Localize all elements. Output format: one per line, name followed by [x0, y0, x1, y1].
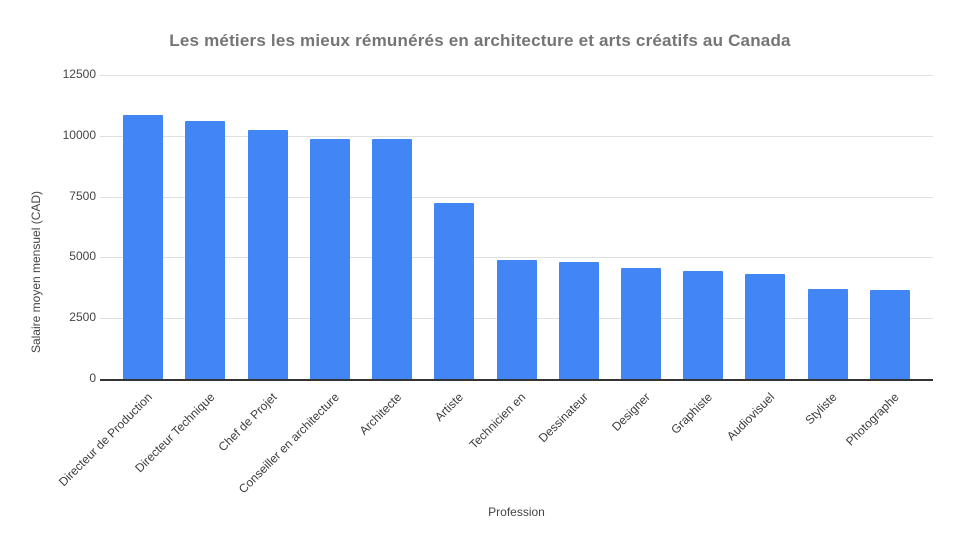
bar [558, 262, 599, 379]
x-axis-tick-label: Technicien en [466, 390, 529, 452]
x-axis-tick-label: Graphiste [668, 390, 716, 437]
bar [807, 289, 848, 379]
gridline [100, 257, 933, 259]
bar [869, 290, 910, 379]
y-axis-title: Salaire moyen mensuel (CAD) [29, 190, 43, 354]
x-axis-tick-label: Audiovisuel [724, 390, 778, 444]
chart-title: Les métiers les mieux rémunérés en archi… [169, 31, 791, 50]
bar [745, 274, 786, 379]
y-axis-tick-label: 2500 [69, 310, 96, 325]
bar [620, 268, 661, 379]
x-axis-tick-label: Styliste [802, 390, 840, 428]
y-axis-tick-label: 12500 [62, 67, 96, 81]
bar [496, 259, 537, 379]
x-axis-tick-label: Designer [609, 390, 653, 434]
bar [434, 202, 475, 379]
gridline [100, 135, 933, 137]
x-axis-tick-label: Photographe [843, 390, 902, 449]
x-axis-tick-label: Dessinateur [535, 390, 591, 446]
bar [309, 139, 350, 379]
y-axis-tick-label: 7500 [69, 188, 96, 203]
bar [683, 270, 724, 379]
x-axis-title: Profession [488, 505, 545, 519]
gridline [100, 196, 933, 198]
x-axis-tick-label: Artiste [432, 390, 467, 424]
y-axis-tick-label: 0 [89, 371, 96, 385]
plot-area [100, 75, 933, 381]
x-axis-tick-label: Chef de Projet [215, 390, 280, 455]
x-axis-tick-label: Architecte [356, 390, 404, 438]
bar [372, 139, 413, 379]
y-axis-tick-label: 10000 [62, 127, 96, 142]
x-axis-tick-label: Conseiller en architecture [235, 390, 342, 497]
y-axis-tick-label: 5000 [69, 249, 96, 264]
bar [247, 129, 288, 379]
bar [123, 115, 164, 379]
bar [185, 121, 226, 379]
gridline [100, 75, 933, 76]
